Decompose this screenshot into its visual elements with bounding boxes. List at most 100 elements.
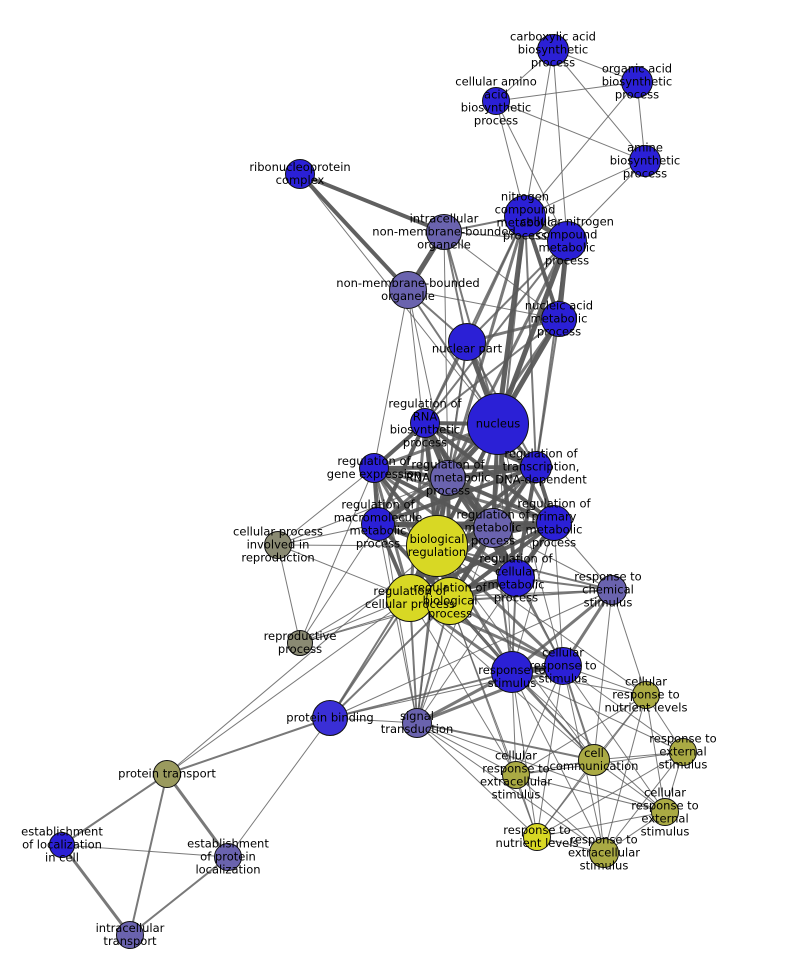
graph-node-nuclear-part[interactable]	[448, 323, 486, 361]
graph-edge	[277, 477, 449, 546]
graph-node-regulation-of-metabolic-process[interactable]	[473, 508, 513, 548]
graph-node-label-regulation-of-cellular-metabolic-process: regulation of cellular metabolic process	[479, 551, 553, 604]
graph-node-label-response-to-stimulus: response to stimulus	[478, 663, 546, 690]
graph-node-regulation-of-rna-metabolic-process[interactable]	[430, 460, 466, 496]
graph-node-label-nucleus: nucleus	[475, 416, 521, 431]
graph-edge	[449, 589, 613, 602]
graph-node-label-establishment-of-localization-in-cell: establishment of localization in cell	[21, 824, 103, 865]
graph-node-label-nitrogen-compound-metabolic-process: nitrogen compound metabolic process	[494, 189, 556, 242]
graph-edge	[492, 527, 513, 673]
graph-edge	[416, 527, 494, 724]
graph-node-label-cellular-response-to-extracellular-stimulus: cellular response to extracellular stimu…	[479, 748, 553, 801]
graph-node-cellular-response-to-stimulus[interactable]	[544, 647, 582, 685]
graph-node-label-response-to-chemical-stimulus: response to chemical stimulus	[574, 569, 642, 610]
graph-node-protein-transport[interactable]	[153, 760, 181, 788]
graph-node-regulation-of-transcription-dna-dependent[interactable]	[520, 451, 552, 483]
graph-edge	[497, 423, 564, 667]
graph-edge	[61, 844, 229, 858]
graph-node-protein-binding[interactable]	[312, 700, 348, 736]
graph-node-cellular-response-to-nutrient-levels[interactable]	[632, 681, 660, 709]
graph-edge	[562, 665, 666, 813]
graph-node-non-membrane-bounded-organelle[interactable]	[389, 271, 427, 309]
graph-edge	[524, 215, 537, 468]
graph-node-label-cell-communication: cell communication	[549, 746, 639, 773]
graph-edge	[409, 597, 517, 776]
graph-node-nucleus[interactable]	[467, 393, 529, 455]
graph-node-ribonucleoprotein-complex[interactable]	[285, 159, 315, 189]
graph-edge	[443, 231, 568, 242]
graph-edge	[495, 100, 568, 242]
graph-node-cellular-response-to-extracellular-stimulus[interactable]	[502, 761, 530, 789]
graph-node-label-regulation-of-rna-metabolic-process: regulation of RNA metabolic process	[405, 457, 491, 498]
graph-edge	[593, 589, 613, 761]
graph-edge	[129, 773, 168, 936]
graph-node-response-to-stimulus[interactable]	[491, 651, 533, 693]
graph-edge	[60, 844, 132, 936]
graph-node-reproductive-process[interactable]	[287, 630, 313, 656]
graph-edge	[166, 597, 411, 775]
graph-node-label-response-to-extracellular-stimulus: response to extracellular stimulus	[567, 832, 641, 873]
graph-edge	[443, 231, 560, 320]
graph-edge	[492, 527, 613, 591]
graph-node-biological-regulation[interactable]	[406, 515, 468, 577]
graph-node-response-to-chemical-stimulus[interactable]	[597, 575, 627, 605]
graph-edge	[511, 522, 555, 673]
graph-edge	[511, 671, 684, 753]
graph-node-label-cellular-response-to-nutrient-levels: cellular response to nutrient levels	[604, 674, 688, 715]
graph-node-carboxylic-acid-biosynthetic-process[interactable]	[537, 34, 569, 66]
graph-edge	[416, 577, 517, 724]
graph-node-label-regulation-of-cellular-process: regulation of cellular process	[365, 584, 455, 611]
graph-node-organic-acid-biosynthetic-process[interactable]	[621, 66, 653, 98]
graph-node-regulation-of-gene-expression[interactable]	[359, 453, 389, 483]
graph-node-cellular-response-to-external-stimulus[interactable]	[651, 798, 679, 826]
graph-node-cellular-nitrogen-compound-metabolic-process[interactable]	[547, 221, 587, 261]
graph-node-regulation-of-cellular-metabolic-process[interactable]	[497, 559, 535, 597]
graph-edge	[416, 722, 517, 776]
graph-edge	[416, 664, 564, 725]
graph-node-nitrogen-compound-metabolic-process[interactable]	[504, 195, 546, 237]
graph-node-label-amine-biosynthetic-process: amine biosynthetic process	[609, 140, 681, 181]
graph-edge	[227, 717, 331, 858]
graph-node-regulation-of-macromolecule-metabolic-process[interactable]	[361, 507, 395, 541]
graph-node-label-cellular-response-to-stimulus: cellular response to stimulus	[529, 645, 597, 686]
graph-edge	[377, 523, 418, 724]
graph-node-label-cellular-process-involved-in-reproduction: cellular process involved in reproductio…	[233, 524, 323, 565]
graph-edge	[424, 318, 560, 424]
graph-edge	[515, 694, 647, 776]
graph-edge	[298, 172, 410, 292]
graph-edge	[495, 100, 646, 162]
graph-edge	[129, 856, 229, 936]
graph-edge	[449, 600, 517, 776]
graph-edge	[446, 215, 527, 479]
graph-node-response-to-external-stimulus[interactable]	[669, 738, 697, 766]
graph-edge	[416, 722, 595, 761]
graph-node-intracellular-transport[interactable]	[116, 921, 144, 949]
graph-edge	[511, 671, 605, 854]
graph-node-cellular-process-involved-in-reproduction[interactable]	[264, 531, 292, 559]
graph-node-cellular-amino-acid-biosynthetic-process[interactable]	[482, 87, 510, 115]
graph-edge	[299, 523, 379, 644]
graph-edge	[492, 215, 526, 529]
graph-node-nucleic-acid-metabolic-process[interactable]	[541, 301, 577, 337]
graph-node-intracellular-non-membrane-bounded-organelle[interactable]	[426, 214, 462, 250]
graph-node-response-to-extracellular-stimulus[interactable]	[589, 838, 619, 868]
graph-node-regulation-of-rna-biosynthetic-process[interactable]	[410, 408, 440, 438]
graph-edge	[603, 694, 647, 854]
graph-node-label-reproductive-process: reproductive process	[263, 629, 337, 656]
graph-edge	[61, 773, 168, 846]
graph-node-establishment-of-localization-in-cell[interactable]	[49, 832, 75, 858]
graph-node-response-to-nutrient-levels[interactable]	[523, 823, 551, 851]
graph-node-cell-communication[interactable]	[578, 744, 610, 776]
graph-edge	[524, 49, 554, 217]
graph-node-amine-biosynthetic-process[interactable]	[629, 145, 661, 177]
graph-edge	[524, 160, 646, 217]
graph-node-label-nuclear-part: nuclear part	[431, 341, 503, 356]
graph-edge	[329, 589, 613, 719]
graph-node-signal-transduction[interactable]	[402, 708, 432, 738]
graph-node-establishment-of-protein-localization[interactable]	[214, 843, 242, 871]
graph-node-regulation-of-primary-metabolic-process[interactable]	[536, 505, 572, 541]
graph-node-regulation-of-biological-process[interactable]	[426, 577, 474, 625]
graph-edge	[535, 318, 560, 468]
